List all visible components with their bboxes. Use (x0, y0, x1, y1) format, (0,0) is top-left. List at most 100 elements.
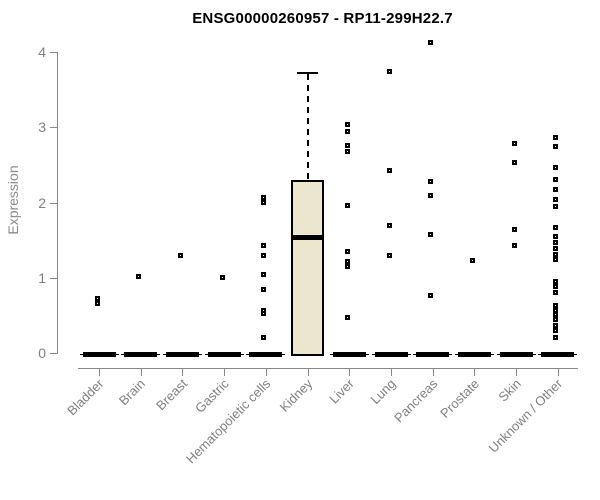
zero-bar (541, 352, 575, 357)
outlier-point (553, 203, 559, 209)
x-axis-tick (224, 369, 226, 376)
outlier-point (553, 239, 559, 245)
outlier-point (428, 232, 434, 238)
outlier-point (511, 227, 517, 233)
outlier-point (261, 200, 267, 205)
outlier-point (177, 253, 183, 259)
y-tick-label: 1 (38, 269, 46, 286)
x-axis-tick (474, 369, 476, 376)
outlier-point (344, 122, 350, 128)
y-axis-tick (50, 52, 57, 53)
outlier-point (386, 69, 392, 75)
outlier-point (261, 311, 267, 317)
outlier-point (553, 134, 559, 140)
outlier-point (344, 142, 350, 148)
outlier-point (428, 193, 434, 199)
y-axis-label: Expression (5, 165, 21, 235)
zero-bar (249, 352, 283, 357)
outlier-point (386, 167, 392, 173)
y-axis-tick (50, 277, 57, 279)
y-tick-label: 0 (38, 345, 46, 361)
outlier-point (553, 317, 559, 323)
x-tick-label: Breast (152, 376, 191, 414)
outlier-point (94, 295, 100, 301)
outlier-point (428, 178, 434, 184)
outlier-point (344, 258, 350, 264)
outlier-point (344, 203, 350, 208)
outlier-point (219, 275, 225, 281)
outlier-point (428, 292, 434, 298)
x-axis-tick (432, 369, 434, 376)
x-tick-label: Brain (116, 376, 149, 409)
zero-bar (207, 352, 241, 357)
zero-bar (332, 352, 366, 357)
outlier-point (553, 322, 559, 328)
outlier-point (94, 300, 100, 306)
outlier-point (344, 263, 350, 269)
outlier-point (136, 273, 142, 279)
outlier-point (553, 289, 559, 295)
outlier-point (261, 272, 267, 278)
y-axis-tick (50, 202, 57, 204)
outlier-point (344, 148, 350, 154)
x-axis-tick (557, 369, 559, 376)
y-axis-tick (50, 127, 57, 129)
outlier-point (553, 279, 559, 284)
outlier-point (553, 284, 559, 290)
y-tick-label: 2 (38, 194, 46, 211)
outlier-point (261, 287, 267, 293)
outlier-point (261, 194, 267, 200)
outlier-point (553, 251, 559, 257)
x-tick-label: Lung (367, 376, 399, 408)
x-axis-tick (99, 369, 100, 376)
chart-title: ENSG00000260957 - RP11-299H22.7 (192, 10, 453, 27)
outlier-point (261, 335, 267, 341)
x-tick-label: Kidney (276, 376, 316, 415)
outlier-point (553, 176, 559, 182)
zero-bar (124, 352, 158, 357)
outlier-point (386, 253, 392, 259)
kidney-median-line (291, 235, 325, 241)
outlier-point (553, 257, 559, 263)
outlier-point (553, 164, 559, 170)
x-axis-tick (265, 369, 267, 376)
outlier-point (553, 196, 559, 202)
kidney-whisker (306, 74, 309, 180)
x-tick-label: Unknown / Other (485, 376, 566, 456)
zero-bar (82, 352, 116, 357)
outlier-point (553, 144, 559, 150)
y-axis-line (57, 52, 58, 354)
zero-bar (165, 352, 199, 357)
kidney-box (291, 179, 325, 356)
outlier-point (553, 303, 559, 309)
outlier-point (553, 327, 559, 333)
zero-bar (374, 352, 408, 357)
x-tick-label: Pancreas (390, 376, 441, 426)
outlier-point (553, 307, 559, 313)
outlier-point (553, 224, 559, 230)
x-tick-label: Liver (326, 376, 357, 407)
x-tick-label: Bladder (64, 376, 107, 419)
outlier-point (261, 242, 267, 248)
outlier-point (553, 233, 559, 239)
x-axis-tick (391, 369, 393, 376)
x-tick-label: Gastric (192, 376, 232, 416)
outlier-point (511, 242, 517, 248)
outlier-point (469, 257, 475, 263)
x-axis-tick (307, 369, 309, 376)
outlier-point (553, 245, 559, 251)
outlier-point (344, 248, 350, 254)
outlier-point (261, 253, 267, 259)
outlier-point (344, 128, 350, 134)
y-axis-tick (50, 353, 57, 354)
outlier-point (511, 140, 517, 146)
zero-bar (416, 352, 450, 357)
outlier-point (553, 312, 559, 318)
zero-bar (457, 352, 491, 357)
outlier-point (511, 160, 517, 166)
x-tick-label: Prostate (437, 376, 483, 421)
x-axis-tick (349, 369, 351, 376)
x-axis-tick (516, 369, 518, 376)
x-axis-line (78, 368, 578, 369)
